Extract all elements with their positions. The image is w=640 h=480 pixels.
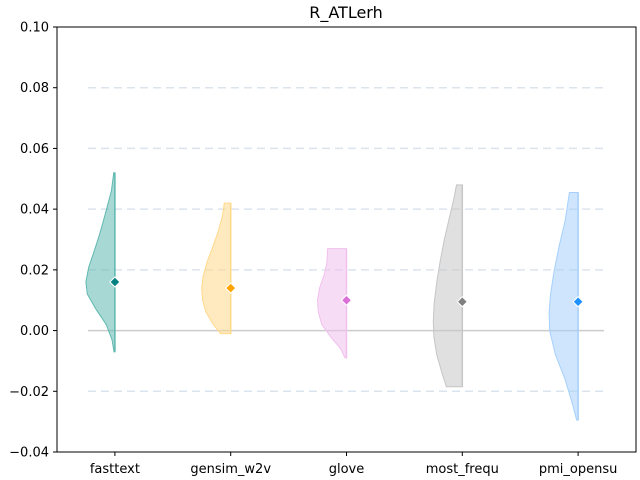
violin-most_frequ xyxy=(432,184,463,388)
y-tick-label: −0.04 xyxy=(9,446,49,461)
mean-marker-glove xyxy=(340,294,353,306)
plot-area-border xyxy=(56,26,637,453)
violin-fasttext xyxy=(85,172,116,353)
mean-marker-pmi_opensu xyxy=(572,296,584,308)
x-tick-label: glove xyxy=(329,462,365,477)
x-tick-label: most_frequ xyxy=(426,462,499,477)
y-axis: −0.04 −0.02 0.00 0.02 0.04 0.06 0.08 0.10 xyxy=(9,21,57,461)
mean-marker-fasttext xyxy=(109,276,121,288)
y-tick-label: 0.02 xyxy=(20,263,49,278)
y-tick-label: 0.10 xyxy=(20,21,49,36)
y-tick-label: −0.02 xyxy=(9,385,49,400)
y-tick-label: 0.00 xyxy=(20,324,49,339)
x-axis: fasttext gensim_w2v glove most_frequ pmi_ope… xyxy=(90,452,617,477)
mean-marker-gensim_w2v xyxy=(224,282,237,294)
y-tick-label: 0.08 xyxy=(20,81,49,96)
grid-lines xyxy=(88,86,604,393)
y-tick-label: 0.06 xyxy=(20,142,49,157)
violins xyxy=(85,172,584,421)
violin-gensim_w2v xyxy=(201,202,232,335)
x-tick-label: pmi_opensu xyxy=(539,462,617,477)
x-tick-label: gensim_w2v xyxy=(190,462,271,477)
y-tick-label: 0.04 xyxy=(20,203,49,218)
chart-title: R_ATLerh xyxy=(309,3,383,23)
plot-frame xyxy=(56,26,637,453)
violin-pmi_opensu xyxy=(548,191,579,421)
violin-glove xyxy=(316,248,347,359)
x-tick-label: fasttext xyxy=(90,462,140,477)
mean-marker-most_frequ xyxy=(456,296,469,308)
